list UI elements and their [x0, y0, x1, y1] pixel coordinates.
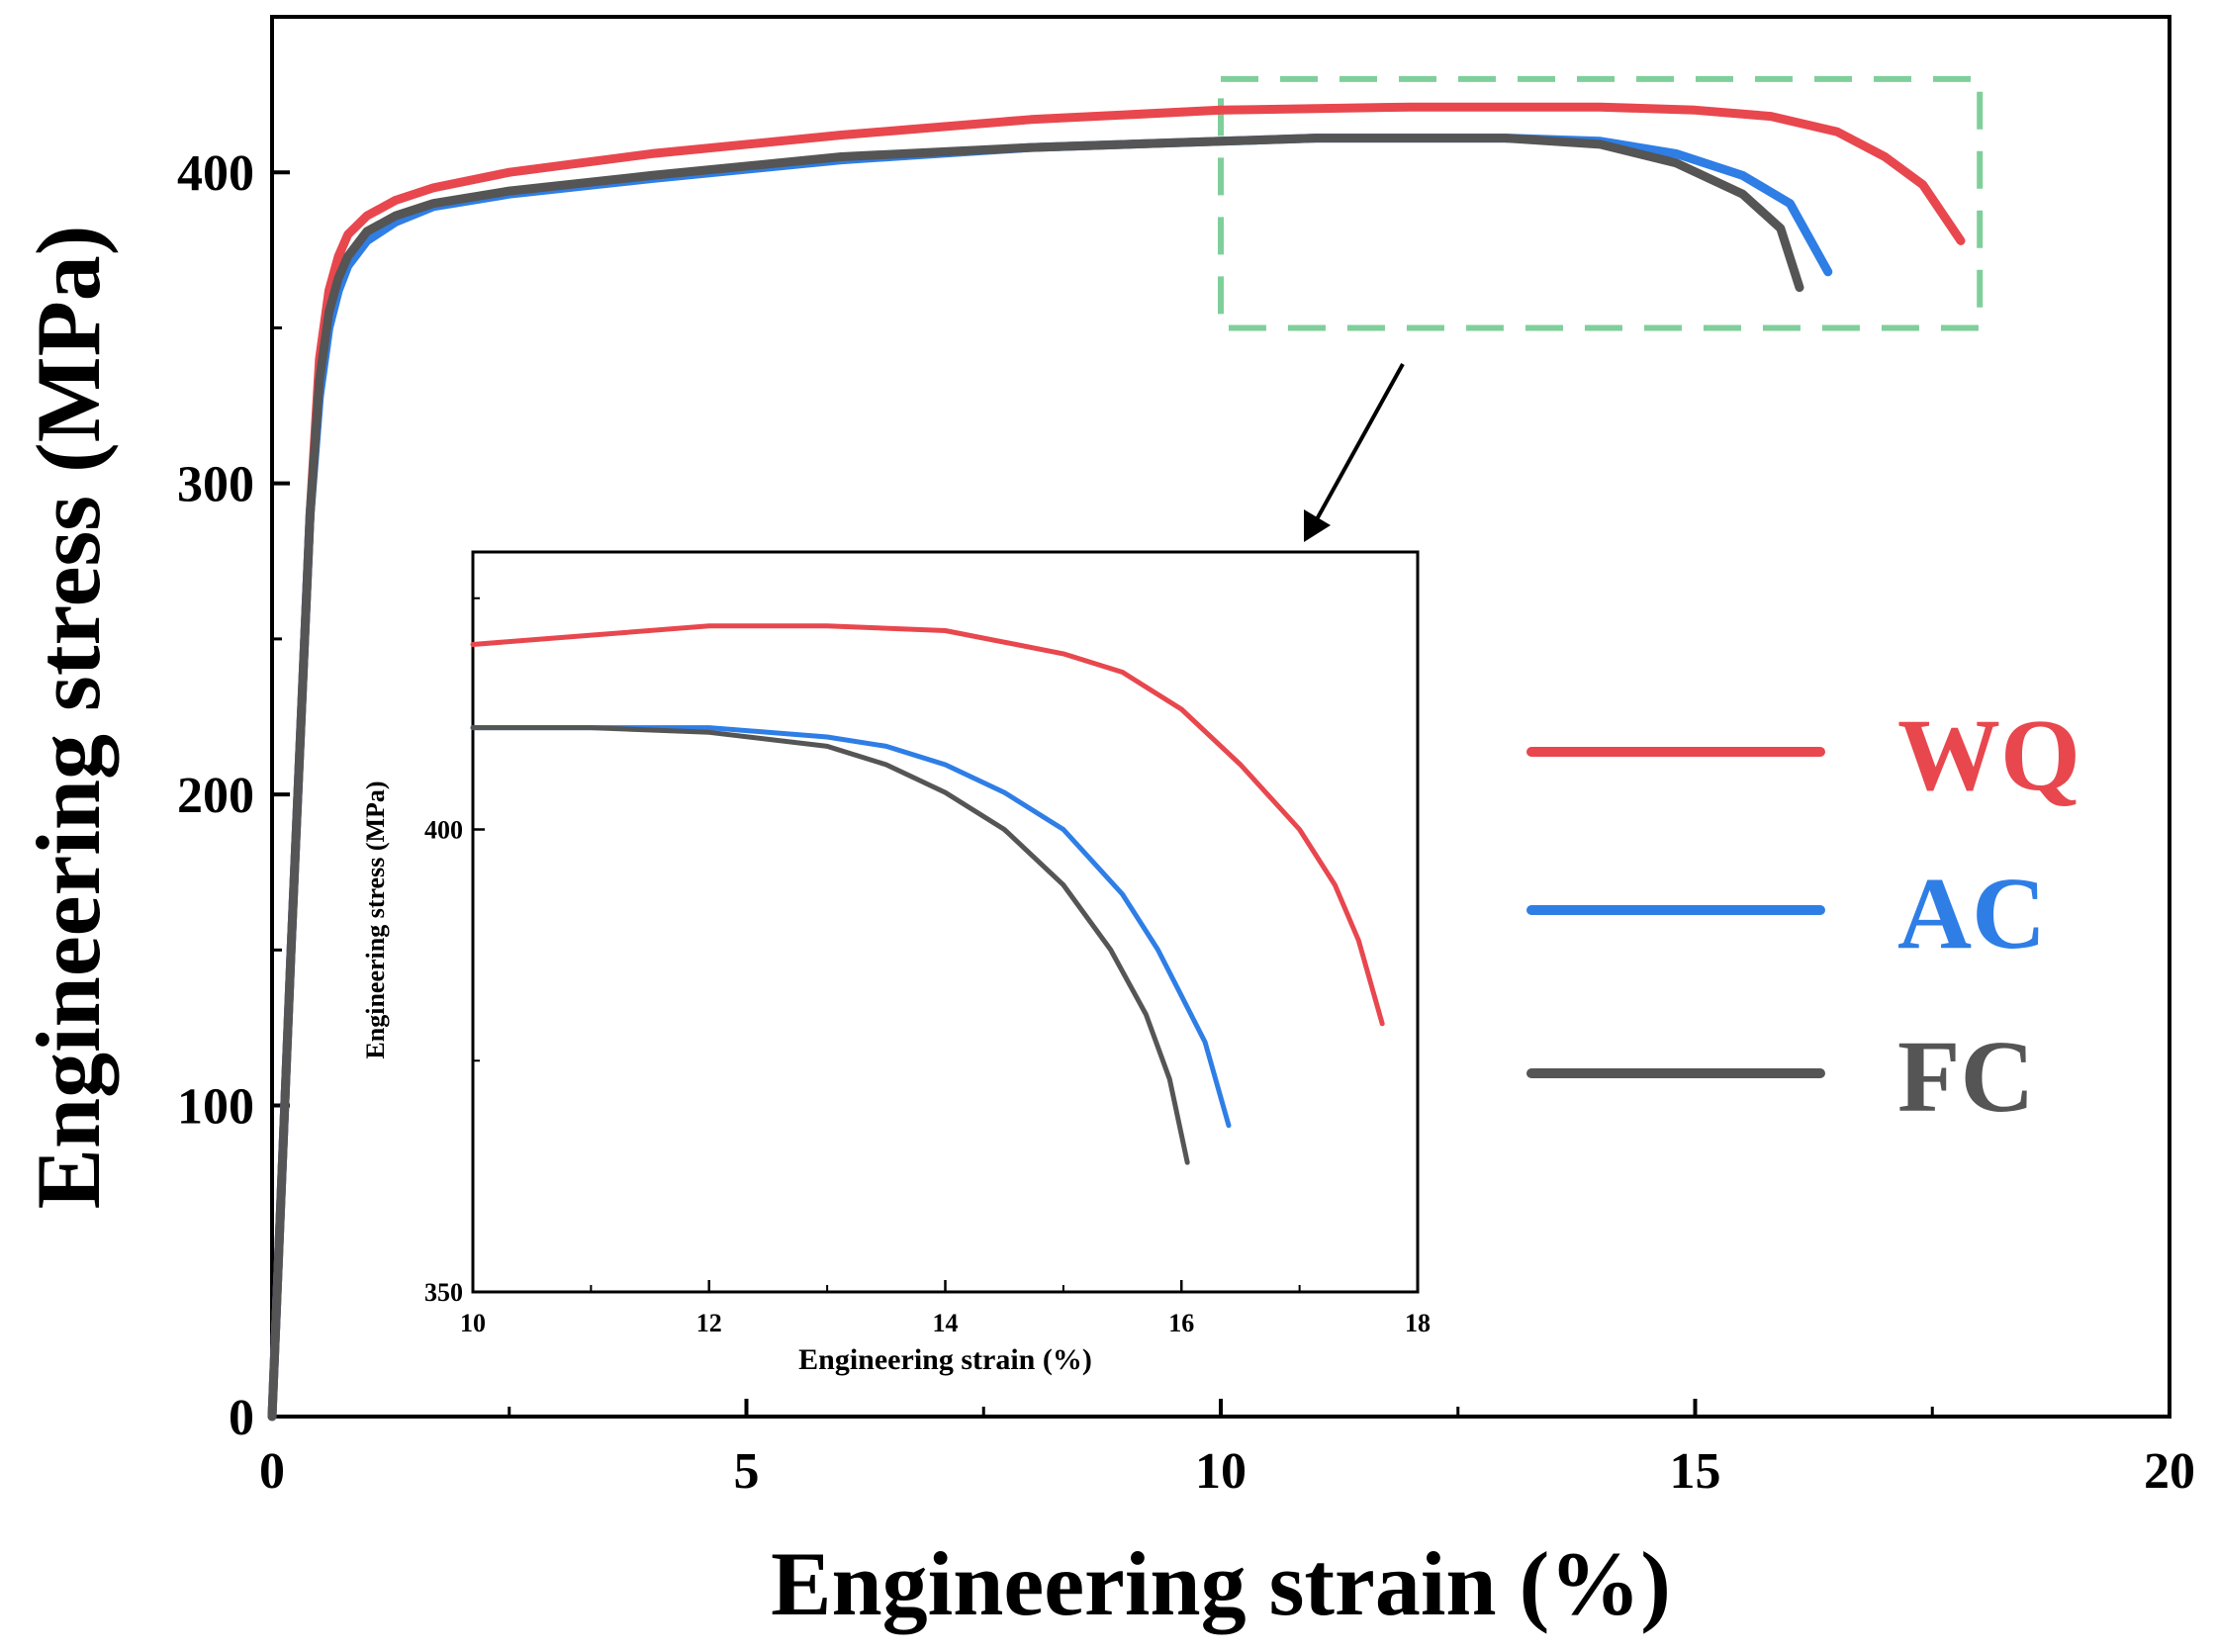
y-tick-label: 100 [177, 1079, 254, 1136]
inset-x-tick-label: 18 [1405, 1309, 1431, 1337]
x-tick-label: 5 [734, 1443, 760, 1500]
main-series-fc-line [267, 134, 1804, 1422]
inset-series-ac-line [470, 725, 1232, 1129]
inset-y-tick-label: 350 [424, 1278, 463, 1307]
legend-label-wq: WQ [1897, 698, 2080, 812]
x-axis-title: Engineering strain (%) [771, 1533, 1671, 1634]
inset-plot-frame [471, 550, 1420, 1294]
x-tick-label: 15 [1670, 1443, 1721, 1500]
y-tick-label: 300 [177, 457, 254, 513]
legend-label-ac: AC [1897, 857, 2046, 970]
x-tick-label: 10 [1195, 1443, 1247, 1500]
inset-x-axis-title: Engineering strain (%) [798, 1343, 1092, 1376]
inset-x-tick-label: 16 [1168, 1309, 1194, 1337]
legend-label-fc: FC [1897, 1020, 2035, 1134]
inset-series-wq-line [470, 623, 1385, 1027]
y-tick-label: 200 [177, 768, 254, 824]
y-axis-title: Engineering stress (MPa) [18, 226, 119, 1210]
zoom-arrow-line [1315, 363, 1405, 520]
inset-x-tick-label: 14 [933, 1309, 959, 1337]
inset-y-tick-label: 400 [424, 816, 463, 845]
y-tick-label: 400 [177, 145, 254, 202]
zoom-arrow-head [1304, 509, 1331, 542]
inset-x-tick-label: 12 [696, 1309, 722, 1337]
x-tick-label: 20 [2144, 1443, 2195, 1500]
y-tick-label: 0 [229, 1390, 254, 1446]
inset-x-tick-label: 10 [460, 1309, 486, 1337]
inset-series-fc-line [470, 725, 1190, 1165]
zoom-region-box [1218, 75, 1984, 331]
inset-y-axis-title: Engineering stress (MPa) [361, 780, 390, 1058]
x-tick-label: 0 [259, 1443, 285, 1500]
